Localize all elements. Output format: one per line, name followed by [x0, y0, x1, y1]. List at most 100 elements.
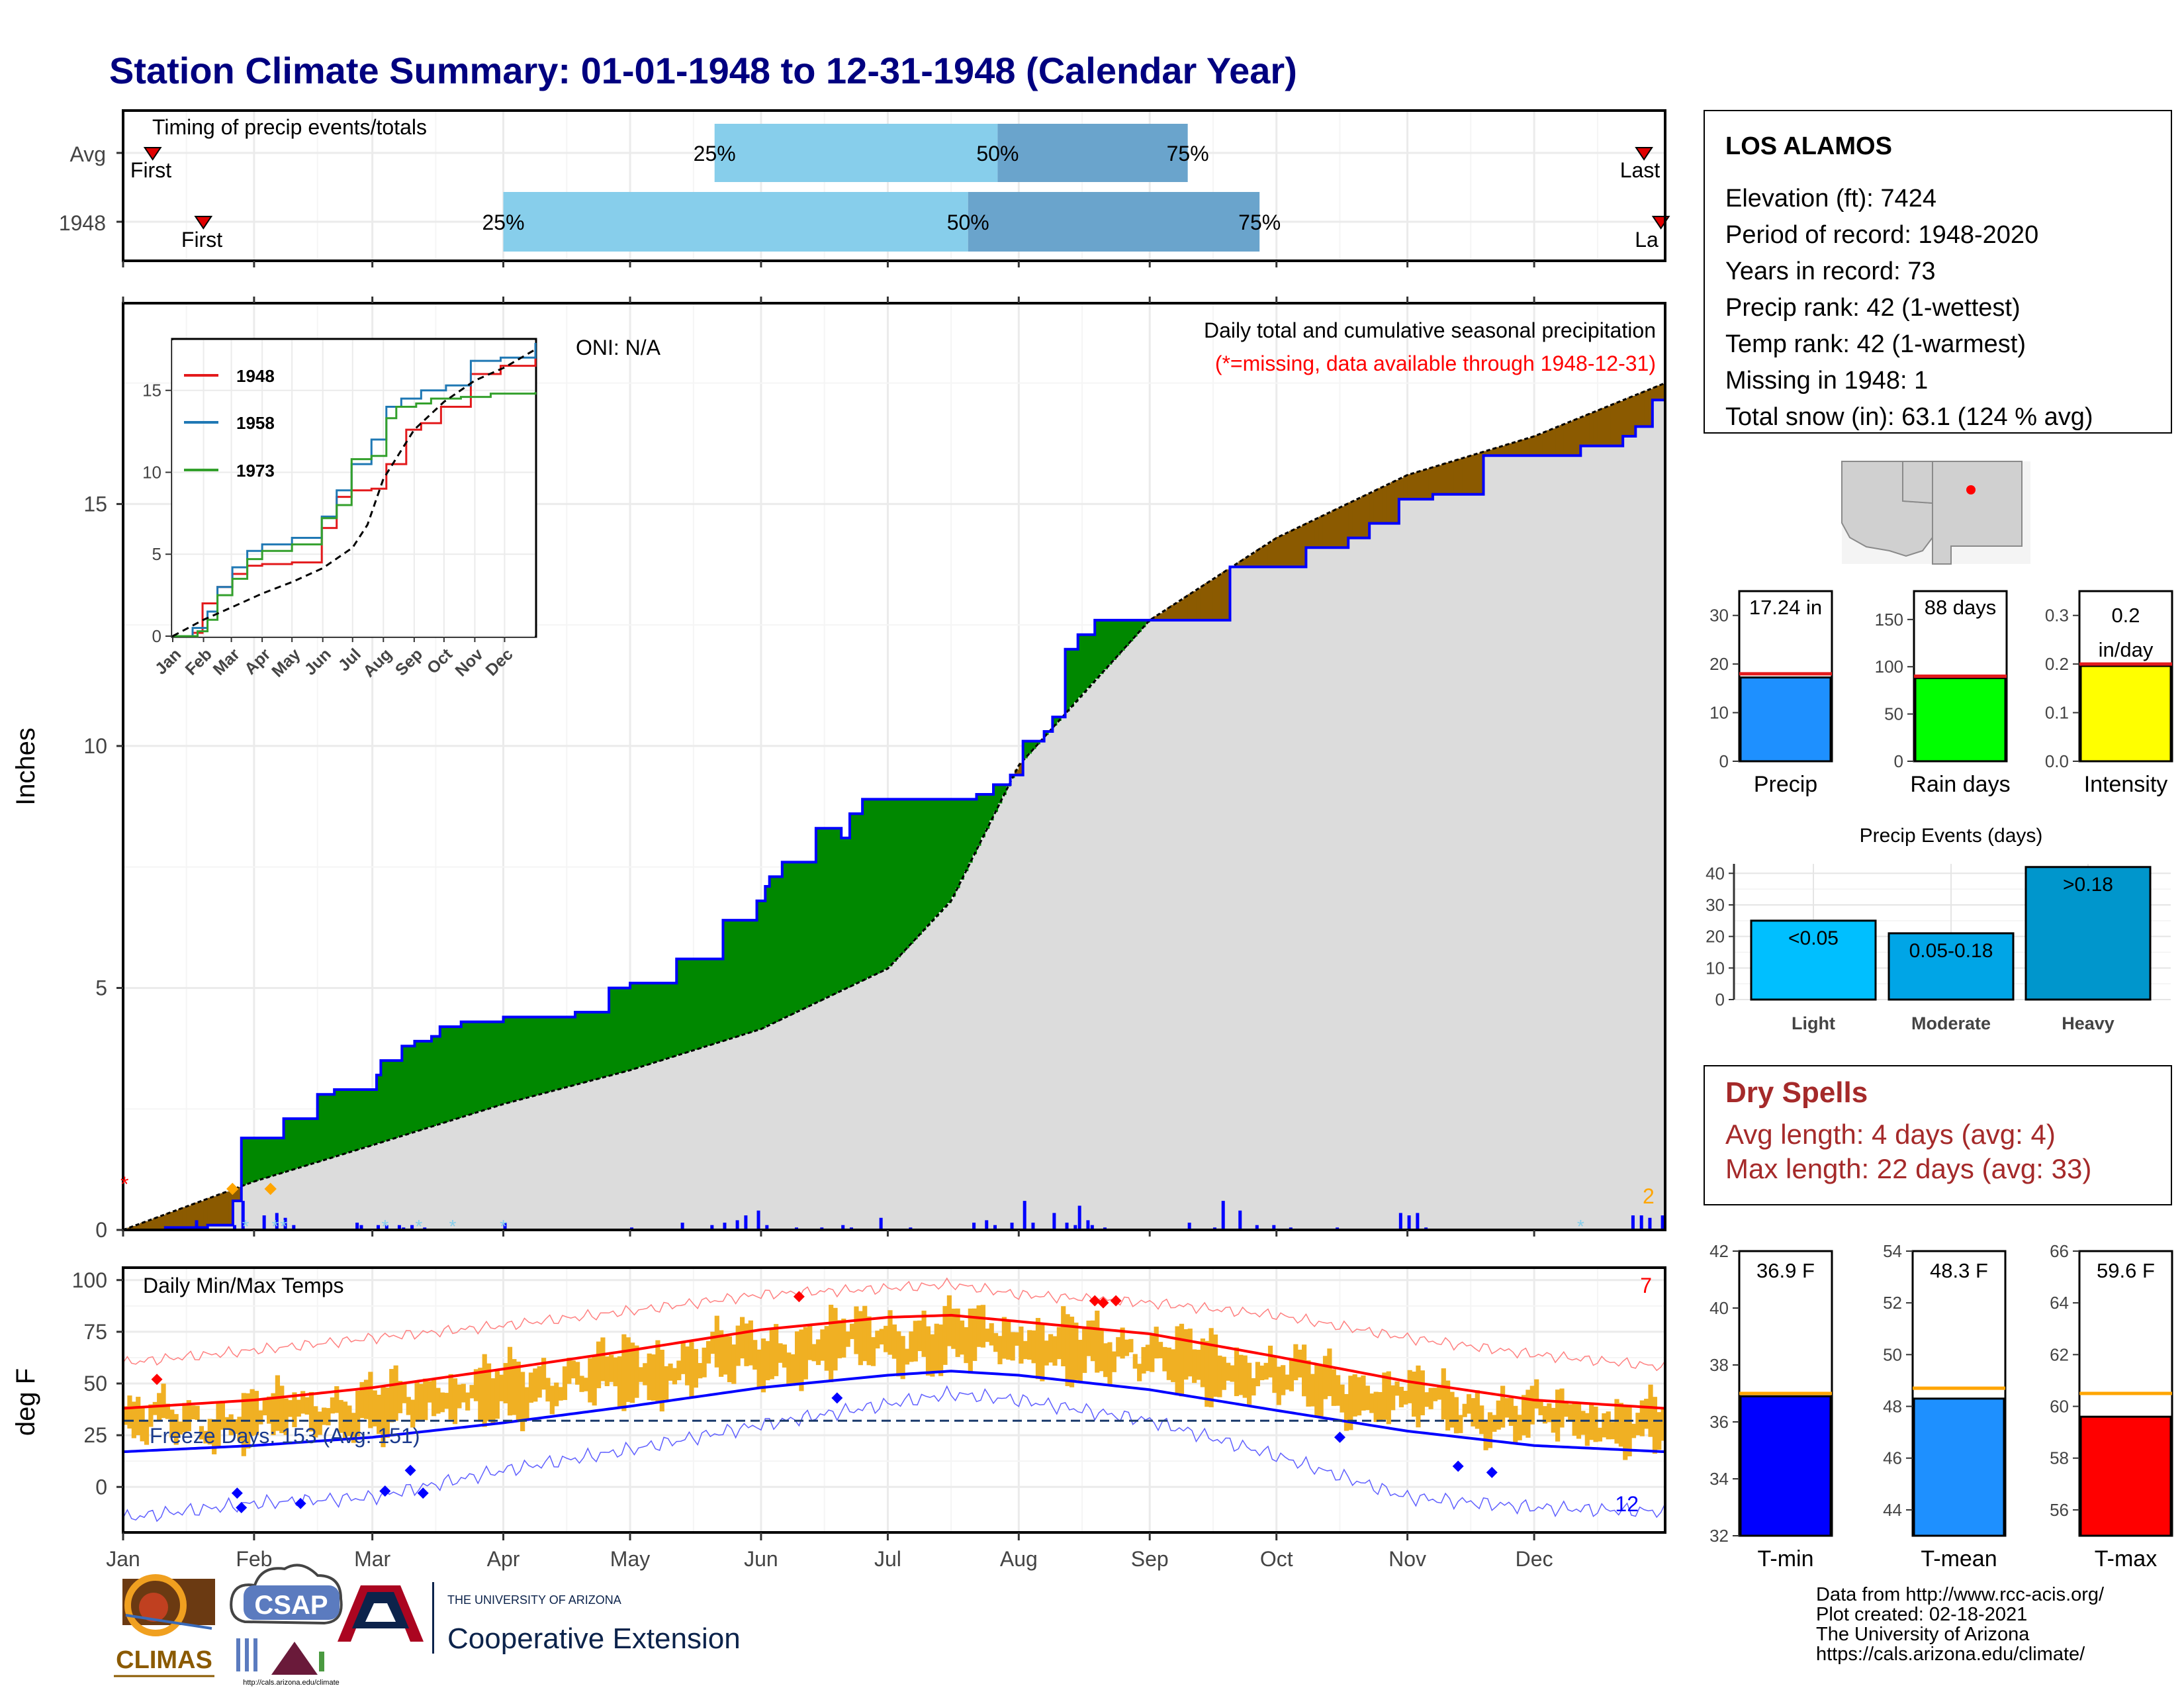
surplus-band: [296, 1118, 301, 1168]
daily-temp-bar: [402, 1382, 407, 1403]
timing-last-label-year: La: [1635, 228, 1659, 252]
daily-temp-bar: [351, 1413, 356, 1443]
surplus-band: [588, 1012, 593, 1081]
daily-temp-bar: [1077, 1340, 1083, 1383]
timing-row-label-year: 1948: [59, 211, 106, 235]
precip-ylabel: Inches: [11, 727, 40, 806]
month-label: Apr: [487, 1547, 520, 1571]
daily-temp-bar: [680, 1341, 686, 1374]
events-ytick: 30: [1706, 895, 1725, 915]
daily-temp-bar: [1403, 1391, 1408, 1405]
daily-precip-bar: [359, 1225, 363, 1230]
daily-temp-bar: [465, 1392, 471, 1411]
surplus-band: [414, 1041, 420, 1132]
daily-temp-bar: [1357, 1377, 1362, 1416]
footer-line-url: https://cals.arizona.edu/climate/: [1816, 1644, 2085, 1665]
daily-temp-bar: [292, 1392, 297, 1427]
daily-temp-bar: [1090, 1320, 1096, 1362]
surplus-band: [976, 794, 981, 846]
surplus-band: [1056, 717, 1062, 721]
surplus-band: [964, 799, 969, 872]
daily-temp-bar: [1019, 1326, 1024, 1364]
deficit-band: [1563, 423, 1569, 456]
daily-precip-bar: [756, 1210, 760, 1230]
temp-bar-ytick: 44: [1883, 1500, 1902, 1520]
daily-temp-bar: [698, 1363, 703, 1379]
surplus-band: [600, 1012, 606, 1078]
daily-temp-bar: [676, 1360, 682, 1381]
deficit-band: [1272, 539, 1277, 567]
daily-temp-bar: [964, 1327, 969, 1364]
deficit-band: [1276, 537, 1281, 567]
surplus-band: [1073, 649, 1079, 702]
daily-temp-bar: [858, 1311, 863, 1366]
surplus-band: [355, 1089, 361, 1150]
daily-temp-bar: [1606, 1411, 1611, 1440]
surplus-band: [854, 814, 859, 984]
event-bar-tag: 0.05-0.18: [1909, 940, 1993, 962]
surplus-band: [782, 862, 787, 1018]
daily-temp-bar: [173, 1414, 179, 1445]
daily-temp-bar: [1099, 1329, 1104, 1372]
surplus-band: [1128, 620, 1134, 641]
daily-temp-bar: [1508, 1397, 1514, 1427]
timing-bar-q1: [714, 124, 998, 182]
dry-spells-avg: Avg length: 4 days (avg: 4): [1725, 1119, 2056, 1150]
surplus-band: [604, 1012, 610, 1077]
daily-temp-bar: [1424, 1392, 1430, 1407]
deficit-band: [1466, 456, 1471, 494]
daily-temp-bar: [849, 1323, 855, 1339]
daily-temp-bar: [199, 1426, 205, 1440]
deficit-band: [1547, 430, 1552, 456]
deficit-band: [173, 1210, 179, 1228]
daily-temp-bar: [824, 1326, 829, 1371]
daily-precip-bar: [355, 1223, 359, 1230]
surplus-band: [685, 959, 690, 1053]
surplus-band: [727, 920, 732, 1039]
surplus-band: [1111, 620, 1116, 660]
temp-bar-label: T-max: [2095, 1546, 2157, 1571]
surplus-band: [638, 983, 643, 1067]
stats-value: 0.2: [2111, 604, 2140, 627]
daily-temp-bar: [397, 1381, 403, 1413]
surplus-band: [423, 1041, 428, 1129]
daily-temp-bar: [469, 1385, 475, 1399]
surplus-band: [461, 1021, 466, 1117]
daily-temp-bar: [1086, 1321, 1091, 1356]
deficit-band: [1259, 547, 1265, 567]
deficit-band: [1361, 496, 1366, 538]
stats-ytick: 0.2: [2045, 654, 2069, 674]
daily-precip-bar: [195, 1220, 199, 1230]
deficit-band: [203, 1199, 208, 1228]
daily-temp-bar: [1238, 1354, 1244, 1395]
daily-temp-bar: [1230, 1365, 1235, 1382]
surplus-band: [342, 1089, 347, 1154]
daily-temp-bar: [985, 1329, 990, 1342]
surplus-band: [815, 828, 821, 1002]
surplus-band: [621, 988, 627, 1072]
daily-temp-bar: [1208, 1328, 1214, 1407]
record-temp-marker: [1452, 1460, 1464, 1472]
deficit-band: [1166, 608, 1171, 620]
surplus-band: [807, 862, 813, 1006]
deficit-band: [1217, 575, 1222, 620]
stats-bar-precip: [1739, 676, 1832, 763]
surplus-band: [490, 1021, 496, 1107]
surplus-band: [900, 799, 905, 953]
daily-temp-bar: [1475, 1390, 1480, 1429]
surplus-band: [347, 1089, 352, 1152]
daily-temp-bar: [921, 1310, 927, 1357]
surplus-band: [1099, 620, 1104, 675]
event-bar-heavy: [2025, 866, 2152, 1001]
daily-temp-bar: [752, 1340, 758, 1370]
deficit-band: [177, 1209, 183, 1228]
deficit-band: [1420, 470, 1425, 500]
surplus-band: [1069, 649, 1074, 707]
deficit-band: [1352, 500, 1357, 538]
daily-temp-bar: [258, 1410, 263, 1425]
month-label: Mar: [354, 1547, 390, 1571]
daily-precip-bar: [1023, 1201, 1026, 1230]
surplus-band: [253, 1138, 259, 1181]
surplus-band: [858, 814, 863, 982]
temp-bar-ytick: 40: [1709, 1298, 1729, 1318]
